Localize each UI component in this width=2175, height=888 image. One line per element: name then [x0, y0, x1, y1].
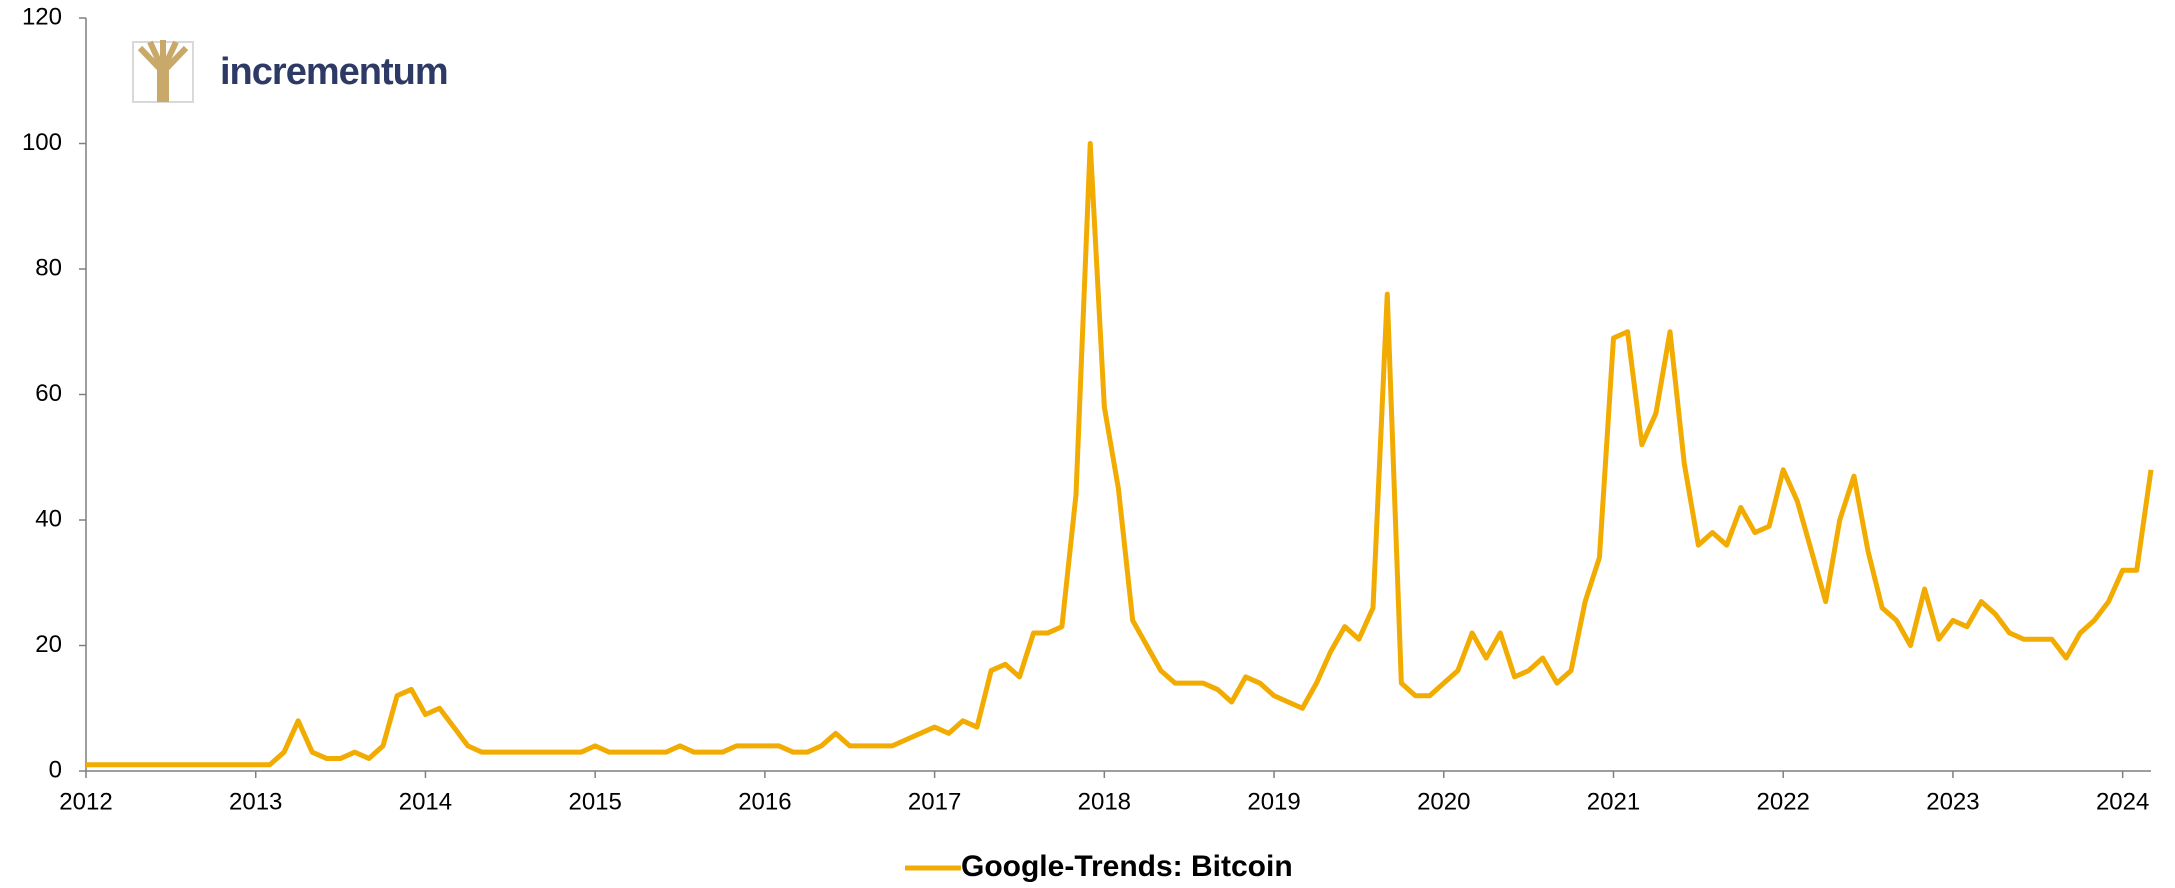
series-line	[86, 141, 2154, 768]
x-tick-label: 2016	[738, 788, 791, 815]
x-tick-label: 2022	[1757, 788, 1810, 815]
y-tick-label: 60	[35, 380, 62, 407]
y-tick-label: 100	[22, 129, 62, 156]
legend-label: Google-Trends: Bitcoin	[961, 850, 1293, 883]
x-tick-label: 2017	[908, 788, 961, 815]
y-tick-label: 40	[35, 505, 62, 532]
x-tick-label: 2021	[1587, 788, 1640, 815]
x-tick-label: 2018	[1078, 788, 1131, 815]
logo-text: incrementum	[220, 51, 448, 93]
y-tick-label: 120	[22, 3, 62, 30]
x-tick-label: 2014	[399, 788, 452, 815]
x-tick-label: 2012	[59, 788, 112, 815]
logo-icon	[132, 40, 194, 103]
x-tick-label: 2020	[1417, 788, 1470, 815]
y-tick-label: 80	[35, 254, 62, 281]
x-tick-label: 2019	[1247, 788, 1300, 815]
x-tick-label: 2023	[1926, 788, 1979, 815]
y-tick-label: 20	[35, 631, 62, 658]
x-tick-label: 2013	[229, 788, 282, 815]
x-tick-label: 2015	[568, 788, 621, 815]
x-tick-label: 2024	[2096, 788, 2149, 815]
y-tick-label: 0	[49, 756, 62, 783]
